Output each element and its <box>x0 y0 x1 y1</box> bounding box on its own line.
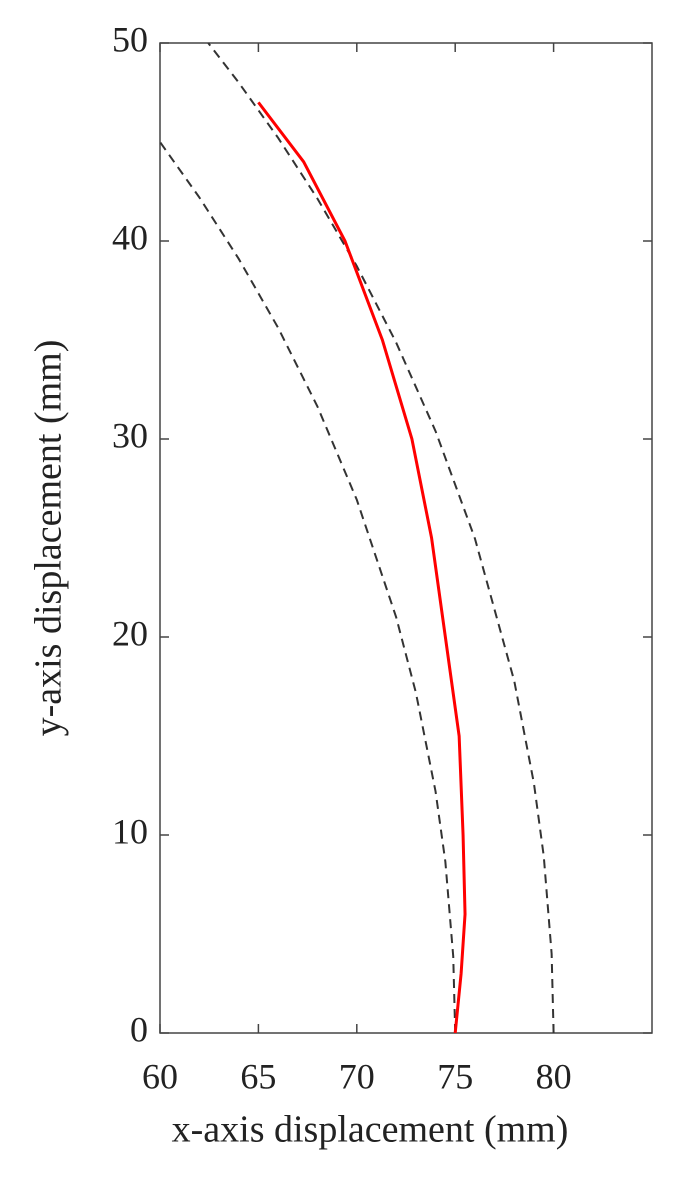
trajectory-line <box>257 101 467 1034</box>
y-tick-label: 20 <box>112 613 148 653</box>
plot-frame <box>159 42 653 1034</box>
dashed-curve <box>159 141 457 1034</box>
x-tick-label: 60 <box>142 1056 178 1096</box>
y-axis-label: y-axis displacement (mm) <box>28 340 70 737</box>
y-tick-label: 10 <box>112 811 148 851</box>
x-tick-label: 70 <box>339 1056 375 1096</box>
x-tick-label: 65 <box>240 1056 276 1096</box>
x-axis-label: x-axis displacement (mm) <box>172 1109 569 1151</box>
x-tick-label: 75 <box>437 1056 473 1096</box>
x-tick-label: 80 <box>536 1056 572 1096</box>
y-tick-label: 40 <box>112 217 148 257</box>
y-tick-label: 0 <box>130 1009 148 1049</box>
y-tick-label: 30 <box>112 415 148 455</box>
dashed-curve <box>207 42 555 1034</box>
y-tick-label: 50 <box>112 19 148 59</box>
